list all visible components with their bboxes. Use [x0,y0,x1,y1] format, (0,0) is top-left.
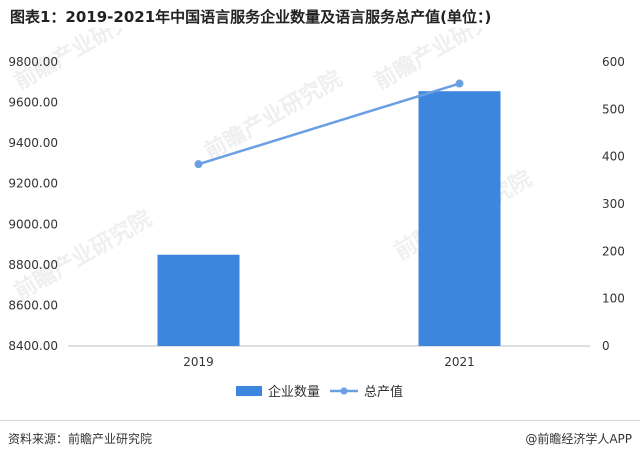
right-tick-label: 0 [602,339,610,353]
left-tick-label: 9000.00 [8,217,58,231]
x-tick-label: 2021 [444,355,475,369]
right-tick-label: 400 [602,150,625,164]
left-tick-label: 8400.00 [8,339,58,353]
legend: 企业数量 总产值 [236,384,403,400]
left-tick-label: 8800.00 [8,258,58,272]
left-tick-label: 9600.00 [8,96,58,110]
bar [157,254,240,346]
left-tick-label: 9200.00 [8,177,58,191]
x-tick-label: 2019 [183,355,214,369]
chart-title: 图表1：2019-2021年中国语言服务企业数量及语言服务总产值(单位：) [10,8,492,26]
bar-series [157,91,501,346]
line-point [455,79,464,88]
watermark: 前瞻产业研究院 [200,66,346,166]
line-series [194,79,464,169]
right-axis: 0 100 200 300 400 500 600 [602,55,625,353]
legend-line-label: 总产值 [364,384,403,400]
line-point [194,160,203,169]
watermark: 前瞻产业研究院 [370,28,516,95]
bar [418,91,501,346]
brand-text: @前瞻经济学人APP [525,432,632,446]
footer: 资料来源：前瞻产业研究院 @前瞻经济学人APP [0,420,640,458]
legend-bar-label: 企业数量 [268,384,320,400]
left-tick-label: 9400.00 [8,136,58,150]
legend-line-marker [340,387,348,395]
right-tick-label: 500 [602,102,625,116]
source-text: 资料来源：前瞻产业研究院 [8,432,153,446]
right-tick-label: 100 [602,292,625,306]
right-tick-label: 200 [602,244,625,258]
legend-bar-swatch [236,386,262,396]
left-axis: 8400.00 8600.00 8800.00 9000.00 9200.00 9400.… [8,55,58,353]
right-tick-label: 300 [602,197,625,211]
series-line [198,82,460,166]
right-tick-label: 600 [602,55,625,69]
left-tick-label: 9800.00 [8,55,58,69]
x-axis: 2019 2021 [183,355,475,369]
chart: 前瞻产业研究院 前瞻产业研究院 前瞻产业研究院 前瞻产业研究院 前瞻产业研究院 … [8,28,625,400]
left-tick-label: 8600.00 [8,298,58,312]
